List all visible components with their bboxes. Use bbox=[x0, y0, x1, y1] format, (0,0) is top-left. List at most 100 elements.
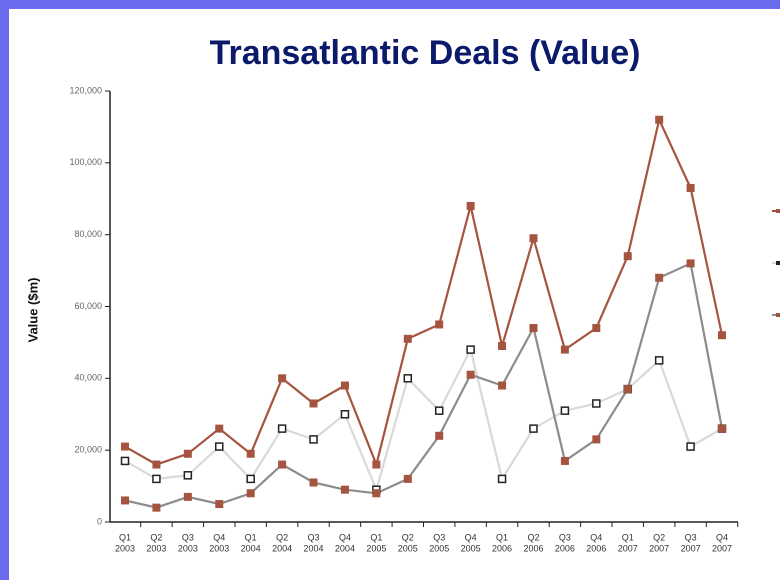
marker bbox=[278, 460, 287, 469]
x-tick-label: Q3 bbox=[433, 532, 445, 542]
marker bbox=[215, 424, 224, 433]
x-tick-label: Q4 bbox=[716, 532, 728, 542]
x-tick-label: 2003 bbox=[146, 543, 166, 553]
marker bbox=[718, 331, 726, 340]
x-tick-label: Q1 bbox=[119, 532, 131, 542]
marker bbox=[121, 442, 129, 451]
marker bbox=[435, 320, 444, 329]
marker bbox=[278, 374, 287, 383]
x-tick-label: 2007 bbox=[712, 543, 732, 553]
x-tick-label: Q3 bbox=[685, 532, 697, 542]
x-tick-label: 2006 bbox=[586, 543, 606, 553]
marker bbox=[309, 435, 318, 444]
marker bbox=[183, 449, 192, 458]
marker bbox=[183, 492, 192, 501]
marker bbox=[403, 474, 412, 483]
x-tick-label: Q3 bbox=[559, 532, 571, 542]
marker bbox=[560, 456, 569, 465]
x-tick-label: Q2 bbox=[402, 532, 414, 542]
x-tick-label: Q4 bbox=[590, 532, 602, 542]
marker bbox=[498, 381, 507, 390]
series-line bbox=[124, 346, 723, 494]
x-tick-label: 2004 bbox=[304, 543, 324, 553]
marker bbox=[215, 442, 224, 451]
marker bbox=[529, 234, 538, 243]
y-tick-label: 20,000 bbox=[74, 445, 102, 455]
marker bbox=[686, 442, 695, 451]
marker bbox=[434, 406, 444, 415]
x-tick-label: 2007 bbox=[681, 543, 701, 553]
top-border bbox=[0, 0, 780, 9]
x-tick-label: Q1 bbox=[370, 532, 382, 542]
marker bbox=[592, 324, 601, 333]
marker bbox=[655, 115, 664, 124]
marker bbox=[654, 356, 664, 365]
marker bbox=[560, 345, 569, 354]
x-tick-label: 2003 bbox=[115, 543, 135, 553]
marker bbox=[560, 406, 570, 415]
marker bbox=[340, 410, 350, 419]
marker bbox=[183, 471, 193, 480]
series-line bbox=[124, 116, 724, 469]
marker bbox=[309, 399, 318, 408]
x-tick-label: 2006 bbox=[492, 543, 512, 553]
legend-marker bbox=[776, 209, 780, 213]
marker bbox=[403, 334, 412, 343]
x-tick-label: 2005 bbox=[429, 543, 449, 553]
marker bbox=[277, 424, 287, 433]
x-tick-label: 2003 bbox=[209, 543, 229, 553]
y-tick-label: 60,000 bbox=[74, 301, 102, 311]
x-tick-label: Q2 bbox=[527, 532, 539, 542]
marker bbox=[246, 489, 255, 498]
marker bbox=[498, 342, 507, 351]
x-tick-label: Q3 bbox=[182, 532, 194, 542]
marker bbox=[529, 324, 538, 333]
x-tick-label: 2007 bbox=[618, 543, 638, 553]
marker bbox=[246, 449, 255, 458]
marker bbox=[655, 273, 664, 282]
x-tick-label: 2004 bbox=[335, 543, 355, 553]
y-axis-label: Value ($m) bbox=[25, 277, 40, 342]
legend-marker bbox=[776, 313, 780, 317]
marker bbox=[686, 183, 695, 192]
x-tick-label: 2006 bbox=[523, 543, 543, 553]
marker bbox=[623, 252, 632, 261]
x-tick-label: Q4 bbox=[465, 532, 477, 542]
x-tick-label: Q1 bbox=[496, 532, 508, 542]
marker bbox=[309, 478, 318, 487]
x-tick-label: 2005 bbox=[366, 543, 386, 553]
y-tick-label: 0 bbox=[97, 516, 102, 526]
marker bbox=[152, 460, 161, 469]
marker bbox=[592, 399, 601, 408]
x-tick-label: Q4 bbox=[339, 532, 351, 542]
marker bbox=[215, 500, 224, 509]
series-line bbox=[124, 261, 724, 509]
x-tick-label: 2003 bbox=[178, 543, 198, 553]
marker bbox=[340, 381, 349, 390]
marker bbox=[497, 474, 507, 484]
marker bbox=[466, 201, 475, 210]
x-tick-label: Q2 bbox=[150, 532, 162, 542]
legend-marker bbox=[776, 261, 780, 265]
marker bbox=[529, 424, 538, 433]
marker bbox=[152, 474, 161, 484]
chart-title: Transatlantic Deals (Value) bbox=[210, 34, 641, 72]
x-tick-label: Q2 bbox=[653, 532, 665, 542]
marker bbox=[435, 431, 444, 440]
y-tick-label: 40,000 bbox=[74, 373, 102, 383]
marker bbox=[623, 385, 632, 394]
x-tick-label: Q3 bbox=[308, 532, 320, 542]
x-tick-label: Q1 bbox=[622, 532, 634, 542]
marker bbox=[120, 456, 130, 466]
x-tick-label: 2007 bbox=[649, 543, 669, 553]
marker bbox=[466, 370, 475, 379]
marker bbox=[403, 374, 413, 383]
x-tick-label: 2005 bbox=[461, 543, 481, 553]
x-tick-label: 2004 bbox=[241, 543, 261, 553]
marker bbox=[466, 345, 475, 354]
marker bbox=[152, 503, 161, 512]
x-tick-label: Q4 bbox=[213, 532, 225, 542]
y-tick-label: 80,000 bbox=[74, 229, 102, 239]
